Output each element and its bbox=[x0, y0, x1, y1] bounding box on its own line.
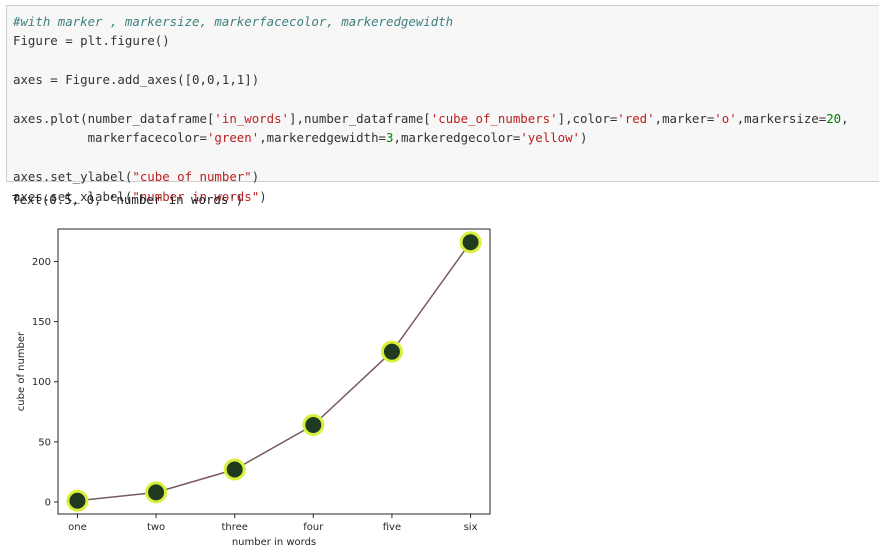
code-editor[interactable]: #with marker , markersize, markerfacecol… bbox=[13, 12, 849, 206]
x-tick-label-4: five bbox=[383, 522, 401, 533]
x-tick-label-3: four bbox=[303, 522, 324, 533]
code-line-2: Figure = plt.figure() bbox=[13, 33, 170, 49]
data-point-three bbox=[223, 458, 246, 481]
code-line-6: axes.plot(number_dataframe['in_words'],n… bbox=[13, 110, 849, 126]
code-line-9: axes.set_ylabel("cube of number") bbox=[13, 169, 260, 185]
code-line-5 bbox=[13, 90, 849, 109]
y-tick-label-0: 0 bbox=[45, 497, 51, 508]
data-point-one bbox=[66, 489, 89, 512]
data-point-two bbox=[145, 481, 168, 504]
code-line-1: #with marker , markersize, markerfacecol… bbox=[13, 14, 454, 29]
x-tick-label-0: one bbox=[68, 522, 87, 533]
y-tick-label-4: 200 bbox=[32, 257, 51, 268]
x-axis-label: number in words bbox=[232, 537, 316, 548]
x-tick-label-1: two bbox=[147, 522, 165, 533]
data-point-five bbox=[380, 340, 403, 363]
y-tick-label-3: 150 bbox=[32, 317, 51, 328]
x-tick-label-2: three bbox=[221, 522, 247, 533]
x-tick-label-5: six bbox=[464, 522, 478, 533]
series-line bbox=[77, 241, 472, 502]
code-line-3 bbox=[13, 51, 849, 70]
data-point-six bbox=[459, 231, 482, 254]
code-line-10: axes.set_xlabel("number in words") bbox=[13, 188, 267, 204]
data-point-four bbox=[302, 414, 325, 437]
line-chart: 0 50 100 150 200 one two three four five six number… bbox=[16, 228, 491, 548]
code-line-7: markerfacecolor='green',markeredgewidth=… bbox=[13, 130, 588, 146]
code-line-4: axes = Figure.add_axes([0,0,1,1]) bbox=[13, 72, 260, 88]
plot-area bbox=[57, 228, 491, 515]
y-tick-label-1: 50 bbox=[38, 437, 51, 448]
output-text: Text(0.5, 0, 'number in words') bbox=[12, 192, 244, 207]
code-line-8 bbox=[13, 148, 849, 167]
chart-layer: 0 50 100 150 200 one two three four five six number… bbox=[16, 228, 491, 548]
y-axis-label: cube of number bbox=[16, 331, 27, 411]
y-tick-label-2: 100 bbox=[32, 377, 51, 388]
code-cell[interactable]: #with marker , markersize, markerfacecol… bbox=[6, 5, 879, 204]
